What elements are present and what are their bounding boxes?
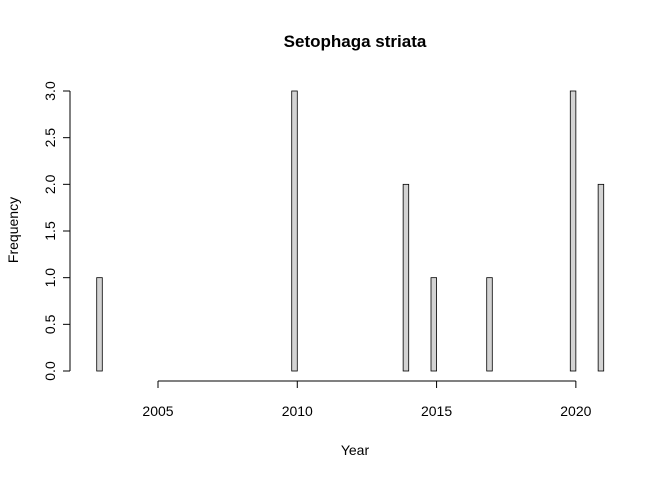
y-tick-label: 3.0 — [42, 81, 58, 101]
x-axis-label: Year — [341, 442, 370, 458]
x-tick-label: 2010 — [282, 403, 313, 419]
bar-2010 — [291, 90, 298, 372]
bar-2020 — [569, 90, 577, 372]
bars — [96, 90, 605, 372]
y-axis-label: Frequency — [5, 197, 21, 263]
bar-2015 — [430, 277, 437, 372]
bar-2014 — [402, 183, 410, 372]
chart-title: Setophaga striata — [284, 32, 427, 51]
y-axis: 0.0 0.5 1.0 1.5 2.0 2.5 3.0 — [42, 81, 71, 381]
bar-2003 — [96, 277, 103, 372]
x-axis: 2005 2010 2015 2020 — [142, 380, 592, 419]
y-tick-label: 0.0 — [42, 361, 58, 381]
x-tick-label: 2015 — [421, 403, 452, 419]
x-tick-label: 2020 — [560, 403, 591, 419]
bar-2017 — [486, 277, 493, 372]
y-tick-label: 1.5 — [42, 221, 58, 241]
y-tick-label: 1.0 — [42, 268, 58, 288]
x-tick-label: 2005 — [142, 403, 173, 419]
bar-2021 — [597, 183, 605, 372]
y-tick-label: 2.5 — [42, 128, 58, 148]
y-tick-label: 0.5 — [42, 314, 58, 334]
y-tick-label: 2.0 — [42, 174, 58, 194]
